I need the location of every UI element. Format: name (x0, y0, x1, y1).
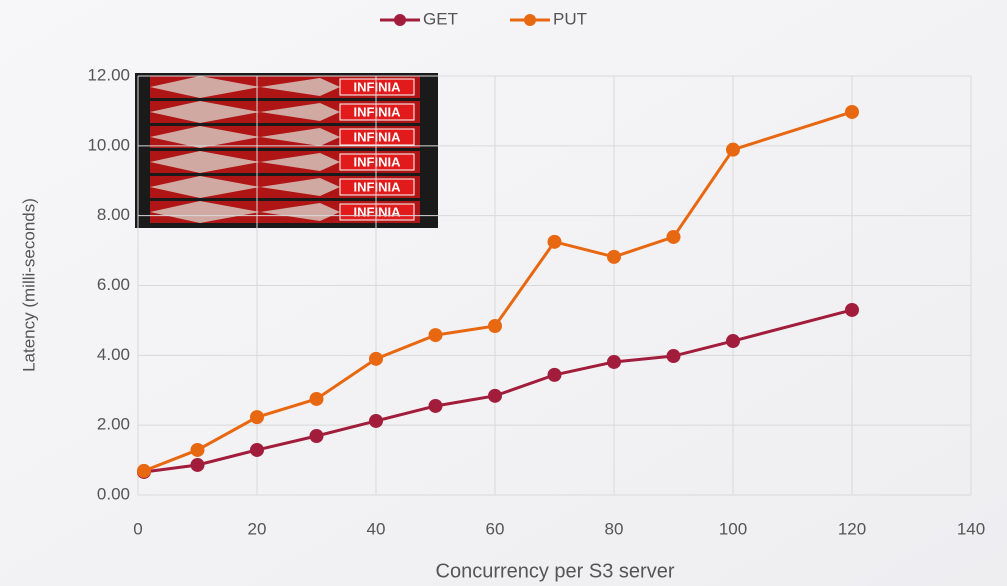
data-point (137, 464, 151, 478)
data-point (250, 443, 264, 457)
x-tick-label: 80 (605, 519, 624, 538)
data-point (845, 105, 859, 119)
page: {"chart_data": {"type": "line", "x_label… (0, 0, 1007, 586)
server-image: INFINIA INFINIA INFINIA INFINIA INFINIA INFIN… (135, 73, 438, 228)
legend-label: GET (423, 9, 458, 28)
x-tick-label: 120 (838, 519, 866, 538)
y-tick-label: 12.00 (87, 65, 130, 84)
data-point (369, 414, 383, 428)
data-point (369, 352, 383, 366)
data-point (429, 399, 443, 413)
y-tick-label: 8.00 (97, 205, 130, 224)
x-tick-label: 40 (367, 519, 386, 538)
data-point (667, 349, 681, 363)
y-tick-label: 0.00 (97, 484, 130, 503)
y-tick-label: 4.00 (97, 345, 130, 364)
y-tick-label: 10.00 (87, 135, 130, 154)
data-point (488, 389, 502, 403)
data-point (310, 429, 324, 443)
y-tick-label: 2.00 (97, 415, 130, 434)
data-point (667, 230, 681, 244)
x-tick-label: 60 (486, 519, 505, 538)
data-point (310, 392, 324, 406)
data-point (548, 368, 562, 382)
image-text: INFINIA (354, 104, 402, 119)
data-point (429, 328, 443, 342)
data-point (726, 143, 740, 157)
image-text: INFINIA (354, 154, 402, 169)
image-text: INFINIA (354, 129, 402, 144)
data-point (488, 319, 502, 333)
legend-marker (524, 14, 536, 26)
data-point (726, 334, 740, 348)
chart: Latency (milli-seconds) Concurrency per … (0, 0, 1007, 586)
legend-marker (394, 14, 406, 26)
data-point (607, 355, 621, 369)
x-tick-label: 140 (957, 519, 985, 538)
x-axis-label: Concurrency per S3 server (436, 560, 675, 582)
image-text: INFINIA (354, 179, 402, 194)
x-tick-label: 100 (719, 519, 747, 538)
data-point (607, 250, 621, 264)
image-text: INFINIA (354, 204, 402, 219)
image-text: INFINIA (354, 79, 402, 94)
data-point (191, 458, 205, 472)
y-tick-label: 6.00 (97, 275, 130, 294)
data-point (845, 303, 859, 317)
legend-label: PUT (553, 9, 587, 28)
data-point (250, 410, 264, 424)
data-point (191, 443, 205, 457)
x-tick-label: 20 (248, 519, 267, 538)
data-point (548, 235, 562, 249)
x-tick-label: 0 (133, 519, 142, 538)
y-axis-label: Latency (milli-seconds) (19, 198, 38, 372)
